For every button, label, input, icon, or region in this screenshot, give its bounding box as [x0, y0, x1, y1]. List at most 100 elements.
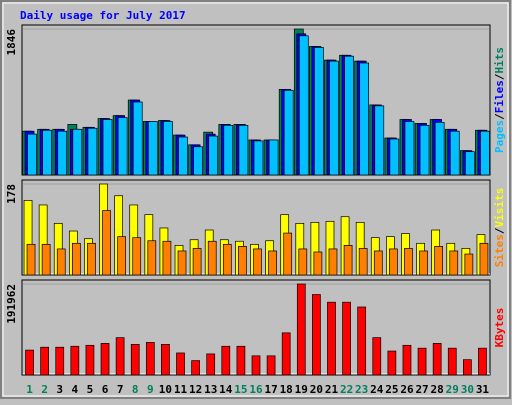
bar: [132, 237, 142, 276]
bar: [177, 250, 187, 276]
x-tick-label: 14: [219, 383, 233, 396]
legend-separator: /: [493, 73, 506, 80]
bar: [266, 355, 276, 376]
bar: [357, 306, 367, 376]
bar: [298, 248, 308, 276]
bar: [342, 301, 351, 376]
x-tick-label: 19: [295, 383, 308, 396]
bar: [463, 359, 472, 376]
x-tick-label: 3: [56, 383, 63, 396]
bar: [432, 343, 442, 376]
bar: [117, 236, 126, 276]
bar: [56, 248, 66, 276]
bar: [374, 105, 385, 176]
bar: [27, 133, 37, 176]
x-tick-label: 17: [264, 383, 277, 396]
bar: [163, 121, 173, 176]
bar: [40, 346, 49, 376]
bar: [87, 242, 96, 276]
bar: [55, 346, 65, 376]
x-tick-label: 10: [159, 383, 172, 396]
bar: [70, 345, 80, 376]
bar: [478, 347, 487, 376]
bar: [193, 146, 203, 176]
x-tick-label: 15: [234, 383, 247, 396]
bar: [389, 138, 400, 176]
bar: [387, 350, 397, 376]
bar: [312, 294, 321, 376]
x-tick-label: 4: [72, 383, 79, 396]
bar: [479, 242, 489, 276]
legend: Sites/Visits: [493, 188, 506, 268]
bar: [72, 128, 83, 176]
x-tick-label: 29: [446, 383, 459, 396]
bar: [283, 232, 293, 276]
x-tick-label: 7: [117, 383, 124, 396]
x-tick-label: 20: [310, 383, 323, 396]
bar: [404, 248, 413, 276]
x-tick-label: 23: [355, 383, 368, 396]
chart-title: Daily usage for July 2017: [20, 9, 186, 22]
bar: [162, 240, 172, 276]
bar: [147, 240, 157, 276]
bar: [57, 130, 68, 176]
bar: [402, 344, 412, 376]
bar: [206, 353, 216, 376]
x-tick-label: 11: [174, 383, 188, 396]
bar: [161, 343, 170, 376]
bar: [449, 250, 459, 276]
bar: [283, 89, 294, 176]
x-tick-label: 1: [26, 383, 33, 396]
legend-entry: Pages: [493, 120, 506, 153]
x-tick-label: 24: [370, 383, 384, 396]
bar: [208, 135, 219, 176]
x-tick-label: 22: [340, 383, 353, 396]
y-tick-label: 191962: [5, 284, 18, 324]
bar: [178, 136, 188, 176]
bar: [344, 55, 354, 176]
bar: [464, 253, 474, 276]
bar: [222, 243, 232, 276]
bar: [480, 130, 490, 176]
bar: [253, 140, 264, 176]
bar: [314, 47, 324, 176]
legend-entry: Files: [493, 80, 506, 113]
x-tick-label: 12: [189, 383, 202, 396]
bar: [419, 250, 428, 276]
bar: [102, 210, 111, 276]
bar: [207, 240, 217, 276]
bar: [328, 248, 338, 276]
bar: [115, 337, 125, 376]
x-tick-label: 27: [415, 383, 428, 396]
bar: [313, 251, 323, 276]
bar: [42, 129, 52, 176]
legend-entry: KBytes: [493, 308, 506, 348]
x-tick-label: 9: [147, 383, 154, 396]
bar: [71, 242, 81, 276]
frame-inner: [2, 2, 509, 397]
legend: Pages/Files/Hits: [493, 47, 506, 153]
bar: [434, 246, 444, 276]
bar: [236, 345, 246, 376]
bar: [296, 283, 306, 376]
bar: [117, 117, 128, 176]
x-tick-label: 30: [461, 383, 474, 396]
legend-entry: Hits: [493, 47, 506, 74]
bar: [449, 130, 460, 176]
x-tick-label: 21: [325, 383, 339, 396]
bar: [298, 35, 309, 176]
bar: [102, 119, 113, 176]
bar: [465, 151, 475, 176]
x-tick-label: 2: [41, 383, 48, 396]
bar: [223, 124, 234, 176]
x-tick-label: 5: [87, 383, 94, 396]
legend-entry: Sites: [493, 234, 506, 267]
bar: [268, 139, 279, 176]
bar: [359, 62, 370, 176]
bar: [343, 244, 353, 276]
bar: [132, 101, 143, 176]
y-tick-label: 1846: [5, 29, 18, 56]
legend: KBytes: [493, 308, 506, 348]
legend-entry: Visits: [493, 188, 506, 228]
